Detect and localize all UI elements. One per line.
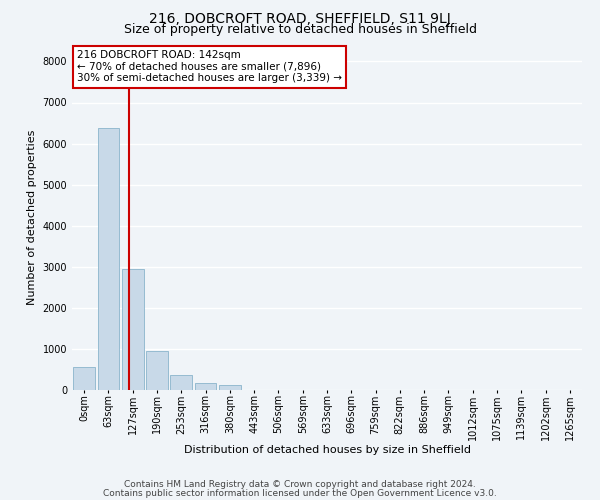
Bar [122,269,143,390]
Bar [170,375,192,390]
Text: 216, DOBCROFT ROAD, SHEFFIELD, S11 9LJ: 216, DOBCROFT ROAD, SHEFFIELD, S11 9LJ [149,12,451,26]
Text: 216 DOBCROFT ROAD: 142sqm
← 70% of detached houses are smaller (7,896)
30% of se: 216 DOBCROFT ROAD: 142sqm ← 70% of detac… [77,50,342,84]
Y-axis label: Number of detached properties: Number of detached properties [27,130,37,305]
Bar [194,383,217,390]
Bar [73,366,95,390]
Bar [219,386,241,390]
Text: Contains HM Land Registry data © Crown copyright and database right 2024.: Contains HM Land Registry data © Crown c… [124,480,476,489]
X-axis label: Distribution of detached houses by size in Sheffield: Distribution of detached houses by size … [184,445,470,455]
Bar [146,352,168,390]
Text: Size of property relative to detached houses in Sheffield: Size of property relative to detached ho… [124,22,476,36]
Text: Contains public sector information licensed under the Open Government Licence v3: Contains public sector information licen… [103,488,497,498]
Bar [97,128,119,390]
